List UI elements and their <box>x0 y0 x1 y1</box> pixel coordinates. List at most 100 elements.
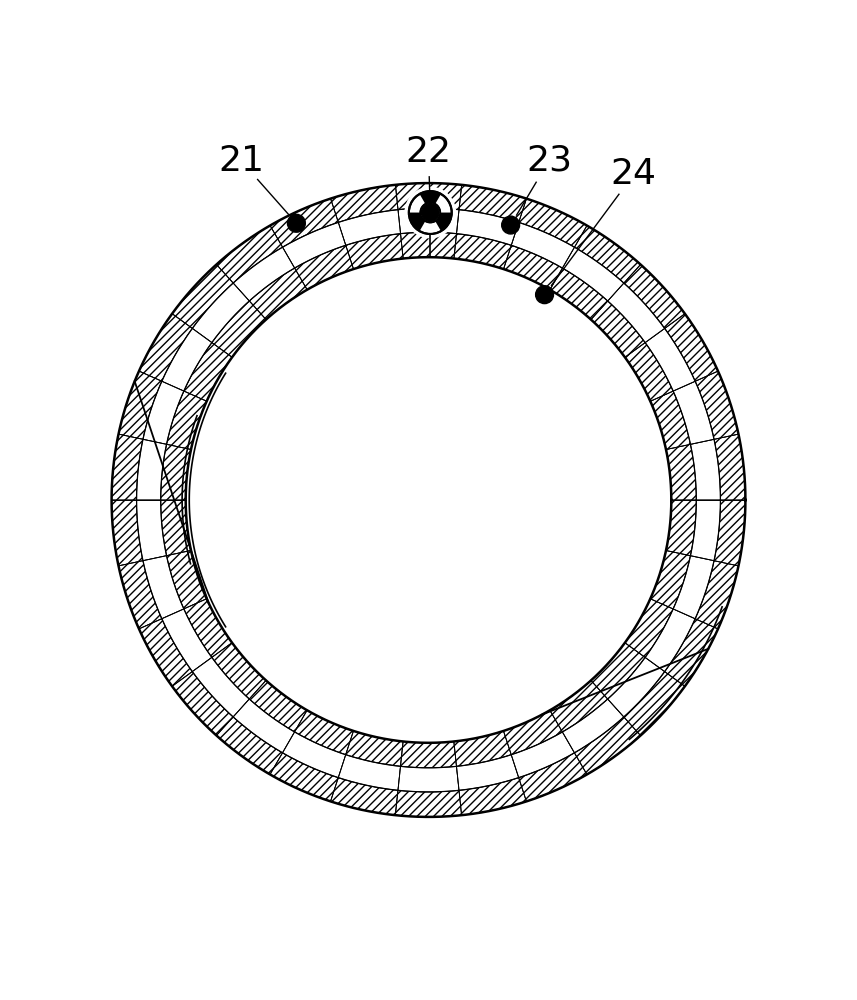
Wedge shape <box>160 444 191 500</box>
Wedge shape <box>673 556 714 619</box>
Wedge shape <box>562 247 624 301</box>
Wedge shape <box>459 185 526 222</box>
Wedge shape <box>217 226 283 283</box>
Wedge shape <box>270 199 339 247</box>
Wedge shape <box>591 643 645 699</box>
Wedge shape <box>331 185 398 222</box>
Text: 23: 23 <box>526 144 572 178</box>
Wedge shape <box>400 741 457 768</box>
Wedge shape <box>645 328 695 391</box>
Wedge shape <box>457 755 518 790</box>
Wedge shape <box>160 500 191 556</box>
Wedge shape <box>400 232 457 259</box>
Wedge shape <box>249 680 307 732</box>
Wedge shape <box>233 699 295 753</box>
Wedge shape <box>625 599 673 657</box>
Wedge shape <box>625 343 673 401</box>
Wedge shape <box>673 381 714 444</box>
Wedge shape <box>233 247 295 301</box>
Wedge shape <box>512 222 574 268</box>
Wedge shape <box>608 283 665 343</box>
Circle shape <box>409 191 452 234</box>
Wedge shape <box>283 222 345 268</box>
Wedge shape <box>550 268 608 320</box>
Wedge shape <box>143 556 184 619</box>
Wedge shape <box>624 264 685 328</box>
Wedge shape <box>136 500 166 561</box>
Wedge shape <box>395 183 462 210</box>
Wedge shape <box>457 210 518 245</box>
Wedge shape <box>283 732 345 778</box>
Wedge shape <box>624 672 685 736</box>
Wedge shape <box>172 264 233 328</box>
Wedge shape <box>166 550 207 609</box>
Wedge shape <box>249 268 307 320</box>
Circle shape <box>405 187 456 238</box>
Wedge shape <box>512 732 574 778</box>
Circle shape <box>501 216 519 234</box>
Wedge shape <box>691 439 721 500</box>
Wedge shape <box>518 753 587 801</box>
Wedge shape <box>139 314 192 381</box>
Wedge shape <box>139 619 192 686</box>
Wedge shape <box>691 500 721 561</box>
Wedge shape <box>162 609 212 672</box>
Text: 21: 21 <box>218 144 264 178</box>
Wedge shape <box>665 314 718 381</box>
Wedge shape <box>454 731 512 766</box>
Wedge shape <box>212 301 266 357</box>
Circle shape <box>536 286 554 304</box>
Wedge shape <box>714 434 746 500</box>
Text: 22: 22 <box>405 135 452 169</box>
Wedge shape <box>398 208 459 234</box>
Wedge shape <box>270 753 339 801</box>
Wedge shape <box>345 731 403 766</box>
Wedge shape <box>650 550 691 609</box>
Wedge shape <box>504 245 562 290</box>
Wedge shape <box>650 391 691 450</box>
Wedge shape <box>430 213 452 231</box>
Wedge shape <box>395 790 462 817</box>
Circle shape <box>421 203 440 222</box>
Wedge shape <box>574 226 640 283</box>
Wedge shape <box>645 609 695 672</box>
Wedge shape <box>192 657 249 717</box>
Wedge shape <box>192 283 249 343</box>
Wedge shape <box>574 717 640 774</box>
Wedge shape <box>665 619 718 686</box>
Wedge shape <box>118 371 162 439</box>
Wedge shape <box>111 434 143 500</box>
Wedge shape <box>331 778 398 815</box>
Wedge shape <box>409 213 430 231</box>
Wedge shape <box>420 191 441 213</box>
Wedge shape <box>454 234 512 269</box>
Circle shape <box>422 204 439 221</box>
Wedge shape <box>518 199 587 247</box>
Circle shape <box>287 214 305 232</box>
Wedge shape <box>345 234 403 269</box>
Wedge shape <box>666 500 696 556</box>
Wedge shape <box>143 381 184 444</box>
Wedge shape <box>184 343 232 401</box>
Wedge shape <box>295 710 353 755</box>
Wedge shape <box>695 371 739 439</box>
Wedge shape <box>459 778 526 815</box>
Wedge shape <box>608 657 665 717</box>
Wedge shape <box>184 599 232 657</box>
Wedge shape <box>166 391 207 450</box>
Wedge shape <box>695 561 739 629</box>
Wedge shape <box>217 717 283 774</box>
Wedge shape <box>111 500 143 566</box>
Circle shape <box>421 203 440 222</box>
Wedge shape <box>666 444 696 500</box>
Wedge shape <box>591 301 645 357</box>
Wedge shape <box>339 210 400 245</box>
Wedge shape <box>295 245 353 290</box>
Wedge shape <box>714 500 746 566</box>
Wedge shape <box>504 710 562 755</box>
Text: 24: 24 <box>611 157 656 191</box>
Wedge shape <box>398 766 459 792</box>
Wedge shape <box>136 439 166 500</box>
Wedge shape <box>562 699 624 753</box>
Wedge shape <box>172 672 233 736</box>
